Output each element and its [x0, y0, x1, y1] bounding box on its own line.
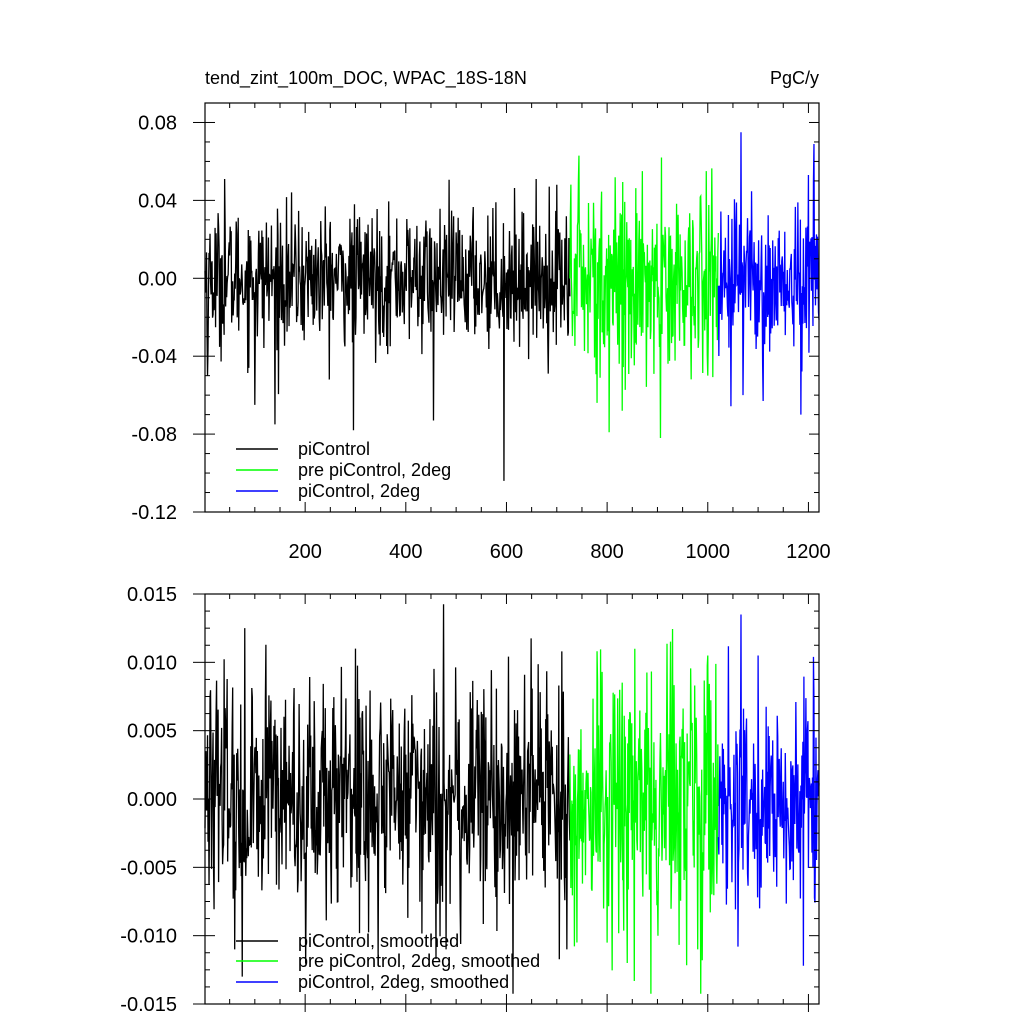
- x-tick-label: 400: [389, 541, 422, 563]
- y-tick-label: 0.000: [127, 789, 177, 811]
- y-tick-label: -0.12: [131, 502, 177, 524]
- bottom-panel-series: [204, 604, 820, 994]
- y-tick-label: 0.00: [138, 268, 177, 290]
- top-panel-title: tend_zint_100m_DOC, WPAC_18S-18N: [205, 68, 527, 89]
- y-tick-label: -0.010: [120, 926, 177, 948]
- legend-label: pre piControl, 2deg, smoothed: [298, 951, 540, 971]
- x-tick-label: 800: [590, 541, 623, 563]
- y-tick-label: 0.015: [127, 584, 177, 606]
- top-panel-units: PgC/y: [770, 68, 819, 88]
- x-tick-label: 200: [288, 541, 321, 563]
- y-tick-label: -0.04: [131, 346, 177, 368]
- y-tick-label: 0.005: [127, 721, 177, 743]
- y-tick-label: -0.015: [120, 994, 177, 1016]
- series-line-pre-picontrol-2deg-smoothed: [569, 629, 719, 994]
- plot-frame: [204, 102, 820, 513]
- series-line-picontrol: [204, 178, 571, 481]
- legend-label: piControl: [298, 439, 370, 459]
- y-tick-label: 0.08: [138, 112, 177, 134]
- series-line-picontrol-smoothed: [204, 604, 571, 994]
- series-line-picontrol-2deg-smoothed: [717, 614, 820, 966]
- x-tick-label: 600: [490, 541, 523, 563]
- legend-label: piControl, smoothed: [298, 931, 459, 951]
- bottom-panel: 0.015 0.010 0.005 0.000 -0.005 -0.010 -0.015 p…: [120, 584, 820, 1016]
- series-line-picontrol-2deg: [717, 132, 820, 415]
- x-tick-label: 1200: [786, 541, 831, 563]
- legend-label: pre piControl, 2deg: [298, 460, 451, 480]
- top-panel: tend_zint_100m_DOC, WPAC_18S-18N PgC/y 2…: [131, 68, 830, 563]
- y-tick-label: -0.08: [131, 424, 177, 446]
- top-panel-series: [204, 132, 820, 481]
- y-tick-label: -0.005: [120, 857, 177, 879]
- y-tick-label: 0.010: [127, 652, 177, 674]
- bottom-panel-axes: 0.015 0.010 0.005 0.000 -0.005 -0.010 -0.015: [120, 584, 820, 1016]
- x-tick-label: 1000: [686, 541, 731, 563]
- top-panel-axes: 200 400 600 800 1000 1200 0.08 0.04 0.00 -0.04 -0.…: [131, 102, 831, 563]
- series-line-pre-picontrol-2deg: [569, 155, 719, 438]
- legend-label: piControl, 2deg, smoothed: [298, 972, 509, 992]
- legend-label: piControl, 2deg: [298, 481, 420, 501]
- y-tick-label: 0.04: [138, 190, 177, 212]
